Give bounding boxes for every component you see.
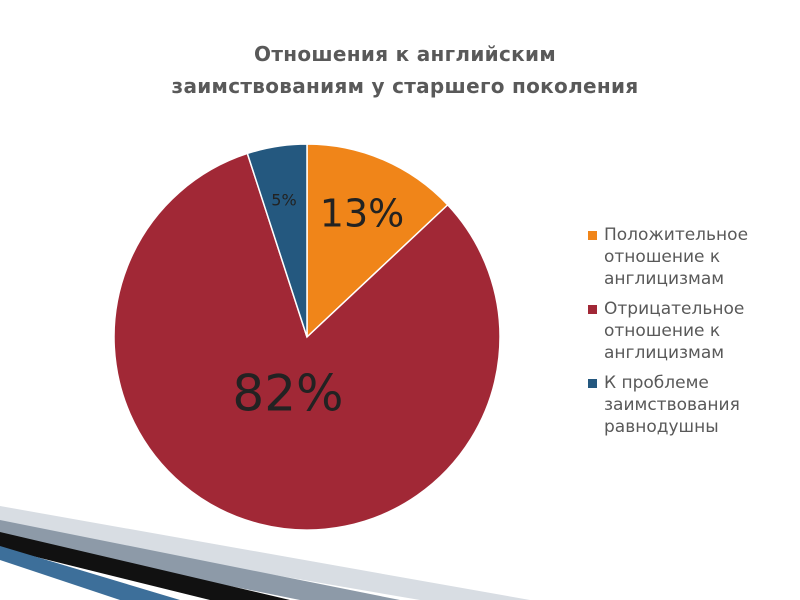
slide-stripe-light bbox=[0, 506, 530, 600]
legend-item-positive: Положительное отношение к англицизмам bbox=[588, 224, 788, 290]
chart-title: Отношения к английским заимствованиям у … bbox=[100, 38, 710, 102]
legend-swatch-positive bbox=[588, 231, 597, 240]
slide-stripe-dark bbox=[0, 532, 290, 600]
chart-title-line-2: заимствованиям у старшего поколения bbox=[171, 74, 639, 98]
pie-slice-negative bbox=[113, 152, 501, 531]
pie-slice-positive bbox=[306, 143, 449, 339]
pie-label-positive: 13% bbox=[320, 192, 404, 236]
legend-item-indifferent: К проблеме заимствования равнодушны bbox=[588, 372, 788, 438]
pie-label-negative: 82% bbox=[232, 365, 343, 423]
legend-label-indifferent-line-3: равнодушны bbox=[604, 417, 719, 437]
slide-stripe-blue bbox=[0, 546, 180, 600]
legend-label-indifferent-line-1: К проблеме bbox=[604, 373, 709, 393]
legend-label-positive-line-2: отношение к bbox=[604, 247, 721, 267]
legend-label-negative-line-2: отношение к bbox=[604, 321, 721, 341]
legend-label-indifferent-line-2: заимствования bbox=[604, 395, 740, 415]
pie-slice-indifferent bbox=[246, 143, 308, 338]
chart-legend: Положительное отношение к англицизмам От… bbox=[588, 224, 788, 446]
chart-title-line-1: Отношения к английским bbox=[254, 42, 556, 66]
legend-item-negative: Отрицательное отношение к англицизмам bbox=[588, 298, 788, 364]
pie-label-indifferent: 5% bbox=[271, 191, 296, 210]
legend-label-positive-line-3: англицизмам bbox=[604, 269, 725, 289]
legend-label-negative-line-3: англицизмам bbox=[604, 343, 725, 363]
slide-stripe-mid bbox=[0, 520, 400, 600]
legend-swatch-negative bbox=[588, 305, 597, 314]
legend-label-positive-line-1: Положительное bbox=[604, 225, 749, 245]
legend-swatch-indifferent bbox=[588, 379, 597, 388]
legend-label-negative-line-1: Отрицательное bbox=[604, 299, 745, 319]
